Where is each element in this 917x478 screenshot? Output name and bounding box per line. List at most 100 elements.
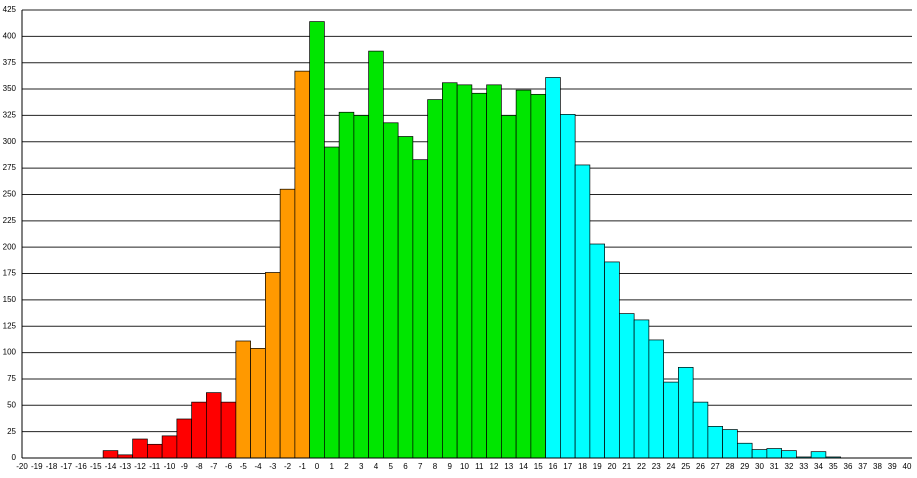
x-tick-label: 33 (799, 462, 808, 471)
x-tick-label: -10 (164, 462, 176, 471)
x-tick-label: -18 (46, 462, 58, 471)
bar (678, 366, 694, 459)
x-tick-label: -16 (75, 462, 87, 471)
x-tick-label: -4 (254, 462, 262, 471)
x-tick-label: 15 (534, 462, 543, 471)
x-tick-label: 12 (490, 462, 499, 471)
x-tick-label: 23 (652, 462, 661, 471)
bar (781, 450, 797, 459)
bar (412, 159, 428, 459)
y-tick-label: 0 (12, 453, 17, 462)
x-tick-label: 16 (549, 462, 558, 471)
x-tick-label: 31 (770, 462, 779, 471)
x-tick-label: 9 (448, 462, 453, 471)
bar (353, 115, 369, 459)
x-tick-label: -9 (181, 462, 189, 471)
x-tick-label: 30 (755, 462, 764, 471)
x-tick-label: -8 (195, 462, 203, 471)
x-tick-label: 10 (460, 462, 469, 471)
y-tick-label: 375 (3, 58, 17, 67)
bar (132, 438, 148, 459)
bar (383, 122, 399, 459)
bar (147, 443, 163, 459)
bar (737, 442, 753, 459)
bar (515, 89, 532, 459)
bar (427, 99, 443, 459)
x-tick-label: -5 (240, 462, 248, 471)
bar (235, 340, 251, 459)
bar (338, 111, 355, 459)
bar (456, 84, 473, 459)
bar (324, 146, 340, 459)
y-tick-label: 175 (3, 269, 17, 278)
x-tick-label: 29 (740, 462, 749, 471)
x-tick-label: -11 (149, 462, 161, 471)
y-tick-label: 250 (3, 190, 17, 199)
x-tick-label: 11 (475, 462, 484, 471)
bar (102, 450, 119, 459)
x-tick-label: -12 (134, 462, 146, 471)
x-tick-label: -6 (225, 462, 233, 471)
x-tick-label: 8 (433, 462, 438, 471)
x-tick-label: 25 (681, 462, 690, 471)
y-tick-label: 25 (7, 427, 16, 436)
bar (751, 449, 768, 459)
bar (294, 70, 310, 459)
bar (397, 136, 414, 459)
x-tick-label: 37 (858, 462, 867, 471)
bar (810, 451, 827, 459)
x-tick-label: 22 (637, 462, 646, 471)
y-tick-label: 75 (7, 374, 16, 383)
x-tick-label: 6 (403, 462, 408, 471)
bar (722, 429, 738, 459)
x-tick-label: 40 (903, 462, 912, 471)
bar (442, 82, 458, 459)
y-tick-label: 400 (3, 31, 17, 40)
x-tick-label: -13 (119, 462, 131, 471)
bar (530, 93, 546, 459)
bar (648, 339, 664, 459)
bar (663, 381, 679, 459)
bar (471, 92, 487, 459)
x-tick-label: 4 (374, 462, 379, 471)
bar (279, 188, 296, 459)
y-tick-label: 350 (3, 84, 17, 93)
x-tick-label: 3 (359, 462, 364, 471)
y-tick-label: 275 (3, 163, 17, 172)
x-tick-label: 34 (814, 462, 823, 471)
y-tick-label: 100 (3, 348, 17, 357)
y-tick-label: 225 (3, 216, 17, 225)
bar (589, 243, 605, 459)
x-tick-label: 5 (389, 462, 394, 471)
bar (604, 261, 620, 459)
bar (633, 319, 650, 459)
x-tick-label: -2 (284, 462, 292, 471)
x-tick-label: -14 (105, 462, 117, 471)
bar (486, 84, 502, 459)
bar (265, 272, 281, 459)
x-tick-label: 17 (563, 462, 572, 471)
bar (206, 392, 222, 459)
x-tick-label: 19 (593, 462, 602, 471)
bar (191, 401, 207, 459)
bar (707, 426, 723, 459)
x-tick-label: 2 (344, 462, 349, 471)
x-tick-label: 27 (711, 462, 720, 471)
x-tick-label: -17 (60, 462, 72, 471)
x-tick-label: 36 (844, 462, 853, 471)
x-tick-label: 28 (726, 462, 735, 471)
bar (545, 77, 561, 459)
x-tick-label: 39 (888, 462, 897, 471)
bar (220, 401, 237, 459)
y-tick-label: 300 (3, 137, 17, 146)
x-tick-label: 38 (873, 462, 882, 471)
x-tick-label: -1 (299, 462, 307, 471)
y-tick-label: 150 (3, 295, 17, 304)
x-tick-label: 0 (315, 462, 320, 471)
bar (574, 164, 591, 459)
x-tick-label: 35 (829, 462, 838, 471)
bar (309, 21, 325, 459)
x-tick-label: 20 (608, 462, 617, 471)
y-tick-label: 325 (3, 111, 17, 120)
